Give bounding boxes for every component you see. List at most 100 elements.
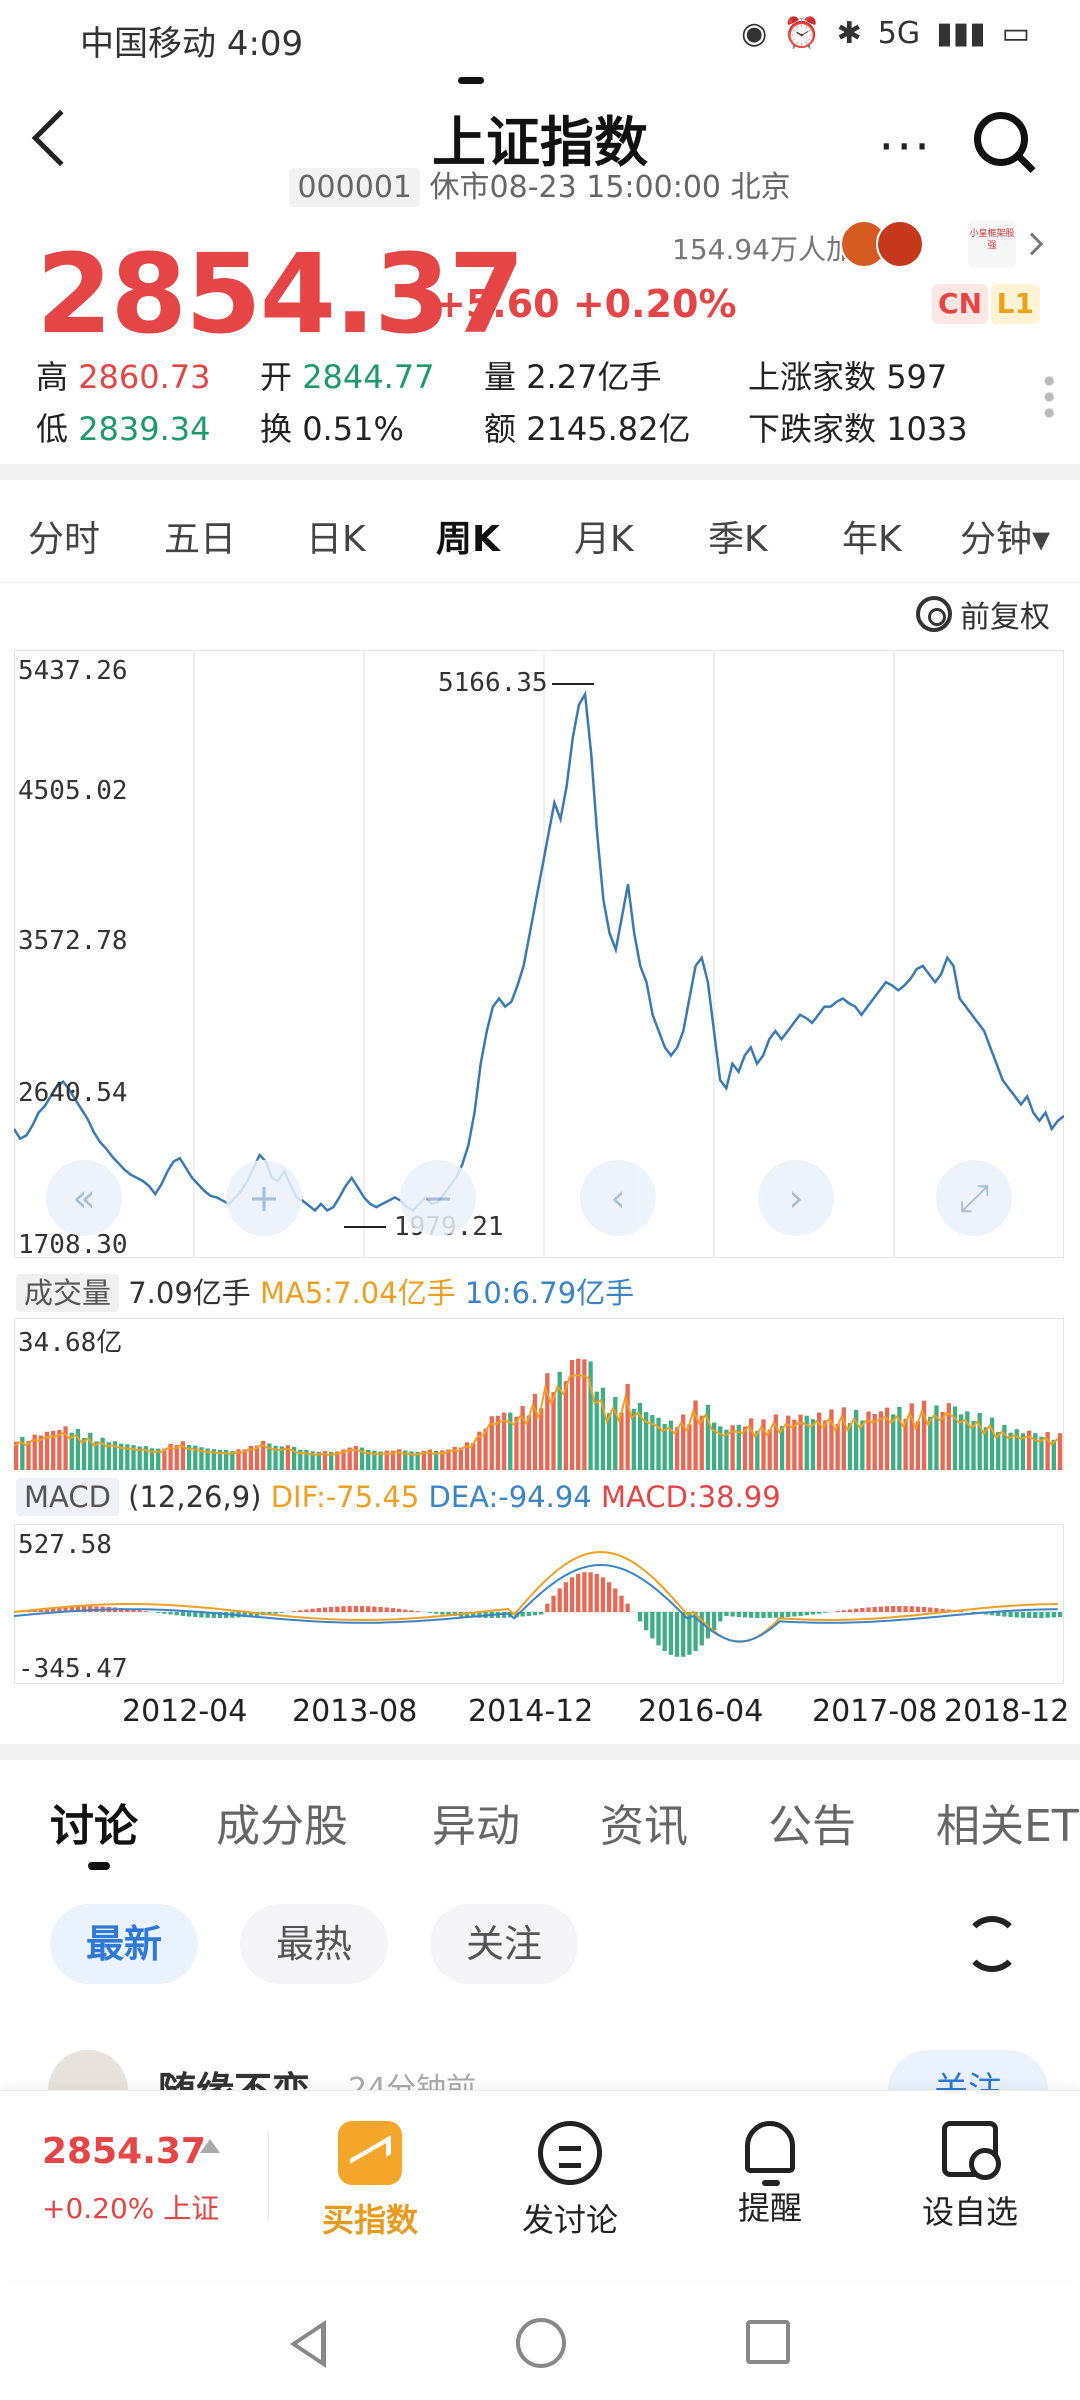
follow-button[interactable]: 关注 [888, 2050, 1048, 2090]
volume-bar [526, 1415, 531, 1470]
volume-bar [106, 1442, 111, 1470]
tab-daily[interactable]: 日K [306, 519, 366, 560]
scroll-far-left-icon[interactable]: « [46, 1160, 122, 1236]
macd-chart[interactable] [14, 1524, 1064, 1684]
tab-announcements[interactable]: 公告 [768, 1801, 856, 1852]
volume-bar [773, 1414, 779, 1470]
comment-username[interactable]: 随缘不变 [158, 2060, 310, 2090]
volume-bar [131, 1445, 136, 1470]
volume-bar [137, 1446, 142, 1470]
tab-5day[interactable]: 五日 [164, 519, 237, 560]
search-icon[interactable] [974, 112, 1028, 166]
macd-bar [143, 1611, 149, 1612]
bottom-price: 2854.37 [42, 2131, 206, 2172]
volume-bar [779, 1425, 785, 1470]
macd-bar [699, 1612, 704, 1646]
volume-bar [316, 1452, 321, 1470]
tab-yearly[interactable]: 年K [842, 519, 902, 560]
macd-bar [1014, 1612, 1019, 1618]
follower-avatars[interactable] [840, 220, 930, 268]
stat-high: 高 2860.73 [36, 358, 211, 396]
macd-chart-panel[interactable] [14, 1524, 1064, 1684]
tab-movements[interactable]: 异动 [432, 1801, 520, 1852]
volume-bar [940, 1411, 945, 1470]
macd-bar [971, 1612, 976, 1613]
filter-hot[interactable]: 最热 [240, 1904, 389, 1984]
volume-bar [347, 1447, 352, 1470]
volume-bar [767, 1429, 772, 1470]
zoom-out-icon[interactable]: − [400, 1160, 476, 1236]
macd-bar [792, 1612, 797, 1617]
volume-bar [409, 1451, 414, 1470]
comment-item[interactable]: 随缘不变 24分钟前 关注 [48, 2050, 1048, 2090]
macd-bar [440, 1612, 445, 1615]
filter-following[interactable]: 关注 [430, 1904, 579, 1984]
tab-intraday[interactable]: 分时 [28, 519, 101, 560]
chat-bubble-icon [538, 2121, 602, 2185]
tab-related-etf[interactable]: 相关ETF [936, 1801, 1080, 1852]
volume-bar [508, 1412, 513, 1470]
tab-constituents[interactable]: 成分股 [216, 1801, 348, 1852]
volume-bar [656, 1417, 661, 1470]
macd-bar [761, 1612, 766, 1618]
volume-bar [891, 1414, 896, 1470]
volume-bar [952, 1406, 958, 1470]
volume-bar [866, 1411, 871, 1470]
nav-recents-icon[interactable] [746, 2320, 790, 2364]
volume-bar [88, 1432, 93, 1470]
price-chart[interactable] [14, 650, 1064, 1258]
max-price-label: 5166.35 [438, 668, 548, 698]
reminder-button[interactable]: 提醒 [690, 2121, 850, 2229]
buy-index-button[interactable]: 买指数 [290, 2121, 450, 2241]
volume-bar [32, 1434, 37, 1470]
volume-bar [878, 1411, 884, 1470]
macd-bar [242, 1612, 247, 1618]
macd-bar [847, 1609, 853, 1612]
volume-bar [211, 1449, 216, 1470]
tab-news[interactable]: 资讯 [600, 1801, 688, 1852]
scroll-left-icon[interactable]: ‹ [580, 1160, 656, 1236]
tab-weekly[interactable]: 周K [436, 519, 500, 560]
volume-bar [230, 1451, 235, 1470]
macd-bar [273, 1612, 278, 1614]
nav-home-icon[interactable] [516, 2318, 566, 2368]
current-price: 2854.37 [36, 230, 525, 358]
tab-minute[interactable]: 分钟▾ [960, 519, 1051, 560]
chevron-right-icon[interactable] [1020, 232, 1044, 256]
macd-bar [403, 1609, 408, 1612]
price-chart-panel[interactable] [14, 650, 1064, 1258]
post-discussion-label: 发讨论 [521, 2201, 618, 2239]
macd-bar [168, 1612, 173, 1615]
tab-discussion[interactable]: 讨论 [50, 1801, 138, 1852]
tab-active-indicator [458, 77, 484, 84]
macd-bar [625, 1603, 630, 1612]
avatar[interactable] [48, 2050, 128, 2090]
volume-bar [440, 1450, 445, 1470]
macd-bar [329, 1606, 334, 1612]
volume-chart[interactable] [14, 1318, 1064, 1470]
macd-bar [69, 1606, 74, 1612]
expand-stats-icon[interactable]: ● ● ● [1044, 373, 1055, 419]
stat-low: 低 2839.34 [36, 410, 211, 448]
volume-bar [736, 1424, 741, 1470]
tab-quarterly[interactable]: 季K [708, 519, 768, 560]
filter-latest[interactable]: 最新 [50, 1904, 199, 1984]
volume-bar [180, 1441, 186, 1470]
more-dots-icon[interactable]: ··· [878, 118, 932, 176]
volume-bar [1008, 1432, 1013, 1470]
x-tick-label: 2018-12 [944, 1694, 1070, 1729]
refresh-icon[interactable] [964, 1916, 1020, 1972]
zoom-in-icon[interactable]: + [226, 1160, 302, 1236]
scroll-right-icon[interactable]: › [758, 1160, 834, 1236]
tab-monthly[interactable]: 月K [574, 519, 634, 560]
market-status: 休市08-23 15:00:00 北京 [429, 170, 791, 205]
volume-bar [798, 1414, 803, 1470]
volume-bar [594, 1391, 599, 1470]
post-discussion-button[interactable]: 发讨论 [490, 2121, 650, 2241]
watchlist-button[interactable]: 设自选 [890, 2121, 1050, 2233]
macd-bar [464, 1612, 470, 1618]
fullscreen-icon[interactable]: ⤢ [936, 1160, 1012, 1236]
volume-bar [959, 1414, 964, 1470]
promo-card[interactable]: 小皇框架股强 [968, 220, 1016, 268]
adjust-toggle[interactable]: 前复权 [916, 592, 1050, 636]
